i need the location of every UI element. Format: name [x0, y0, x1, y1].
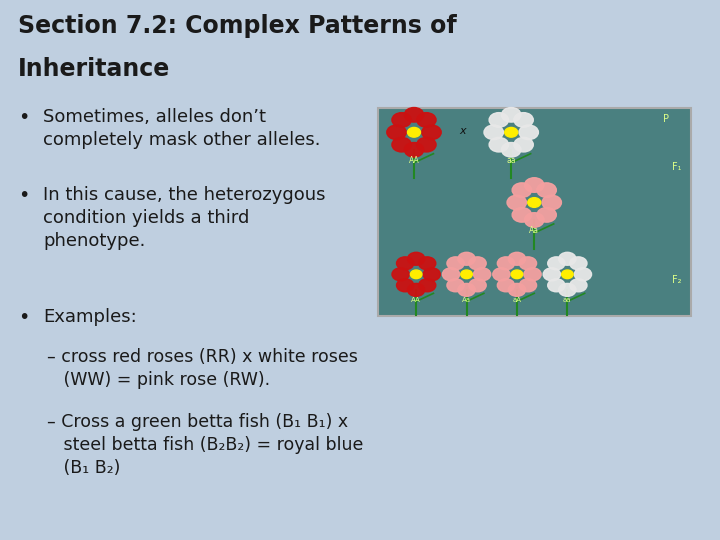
- FancyBboxPatch shape: [378, 108, 691, 316]
- Circle shape: [447, 279, 464, 292]
- Text: F₂: F₂: [672, 275, 682, 285]
- Circle shape: [514, 137, 534, 152]
- Circle shape: [505, 127, 518, 137]
- Circle shape: [387, 125, 406, 140]
- Circle shape: [461, 270, 472, 279]
- Circle shape: [512, 183, 531, 198]
- Circle shape: [458, 252, 475, 265]
- Text: x: x: [459, 126, 467, 136]
- Circle shape: [524, 178, 544, 192]
- Circle shape: [469, 279, 486, 292]
- Circle shape: [474, 268, 491, 281]
- Circle shape: [397, 279, 414, 292]
- Circle shape: [543, 268, 560, 281]
- Circle shape: [508, 252, 526, 265]
- Circle shape: [575, 268, 592, 281]
- Circle shape: [512, 207, 531, 222]
- Circle shape: [408, 284, 425, 296]
- Circle shape: [484, 125, 503, 140]
- Circle shape: [519, 125, 539, 140]
- Circle shape: [519, 279, 536, 292]
- Circle shape: [498, 279, 515, 292]
- Circle shape: [489, 137, 508, 152]
- Circle shape: [492, 268, 510, 281]
- Circle shape: [392, 268, 409, 281]
- Circle shape: [408, 252, 425, 265]
- Circle shape: [442, 268, 459, 281]
- Text: P: P: [663, 114, 669, 124]
- Text: •: •: [18, 308, 30, 327]
- Circle shape: [570, 279, 587, 292]
- Circle shape: [537, 183, 557, 198]
- Text: Section 7.2: Complex Patterns of: Section 7.2: Complex Patterns of: [18, 14, 456, 37]
- Circle shape: [537, 207, 557, 222]
- Text: – cross red roses (RR) x white roses
   (WW) = pink rose (RW).: – cross red roses (RR) x white roses (WW…: [47, 348, 358, 389]
- Text: AA: AA: [411, 297, 421, 303]
- Circle shape: [392, 137, 411, 152]
- Circle shape: [397, 257, 414, 270]
- Text: •: •: [18, 108, 30, 127]
- Text: •: •: [18, 186, 30, 205]
- Text: In this cause, the heterozygous
condition yields a third
phenotype.: In this cause, the heterozygous conditio…: [43, 186, 325, 250]
- Text: Sometimes, alleles don’t
completely mask other alleles.: Sometimes, alleles don’t completely mask…: [43, 108, 320, 149]
- Circle shape: [458, 284, 475, 296]
- Circle shape: [447, 257, 464, 270]
- Circle shape: [511, 270, 523, 279]
- Circle shape: [514, 113, 534, 127]
- Circle shape: [542, 195, 562, 210]
- Circle shape: [570, 257, 587, 270]
- Circle shape: [501, 143, 521, 157]
- Circle shape: [501, 107, 521, 122]
- Text: AA: AA: [409, 156, 419, 165]
- Circle shape: [469, 257, 486, 270]
- Circle shape: [548, 257, 565, 270]
- Circle shape: [524, 268, 541, 281]
- Text: Aa: Aa: [462, 297, 471, 303]
- Circle shape: [507, 195, 526, 210]
- Circle shape: [418, 257, 436, 270]
- Circle shape: [528, 198, 541, 207]
- Text: Inheritance: Inheritance: [18, 57, 170, 80]
- Circle shape: [423, 268, 441, 281]
- Text: aa: aa: [563, 297, 572, 303]
- Text: Examples:: Examples:: [43, 308, 137, 326]
- Circle shape: [408, 127, 420, 137]
- Circle shape: [392, 113, 411, 127]
- Text: Aa: Aa: [529, 226, 539, 235]
- Circle shape: [548, 279, 565, 292]
- Circle shape: [489, 113, 508, 127]
- Circle shape: [422, 125, 441, 140]
- Circle shape: [559, 284, 576, 296]
- Circle shape: [562, 270, 573, 279]
- Text: aA: aA: [513, 297, 521, 303]
- Circle shape: [498, 257, 515, 270]
- Circle shape: [524, 213, 544, 227]
- Circle shape: [559, 252, 576, 265]
- Circle shape: [405, 143, 423, 157]
- Text: aa: aa: [506, 156, 516, 165]
- Circle shape: [508, 284, 526, 296]
- Circle shape: [417, 113, 436, 127]
- Circle shape: [410, 270, 422, 279]
- Circle shape: [519, 257, 536, 270]
- Circle shape: [417, 137, 436, 152]
- Circle shape: [405, 107, 423, 122]
- Circle shape: [418, 279, 436, 292]
- Text: – Cross a green betta fish (B₁ B₁) x
   steel betta fish (B₂B₂) = royal blue
   : – Cross a green betta fish (B₁ B₁) x ste…: [47, 413, 363, 477]
- Text: F₁: F₁: [672, 163, 682, 172]
